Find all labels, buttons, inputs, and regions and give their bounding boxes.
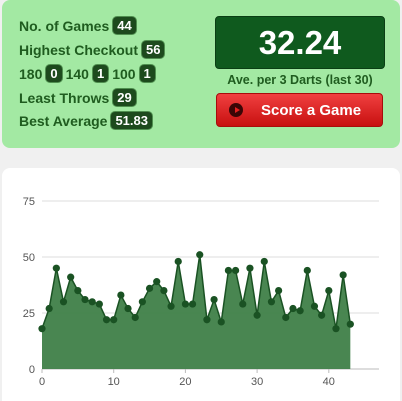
stat-games: No. of Games 44 (19, 17, 136, 34)
s180-label: 180 (19, 66, 42, 82)
average-history-chart: 0 25 50 75 0 10 20 30 40 (2, 168, 400, 401)
stat-high-scores: 180 0 140 1 100 1 (19, 65, 155, 82)
data-point (332, 325, 339, 332)
data-point (218, 318, 225, 325)
x-tick-label: 30 (251, 376, 263, 388)
data-point (153, 278, 160, 285)
least-label: Least Throws (19, 90, 109, 106)
data-point (146, 285, 153, 292)
y-tick-label: 75 (23, 196, 35, 208)
x-tick-label: 40 (323, 376, 335, 388)
least-badge: 29 (113, 89, 135, 106)
s140-label: 140 (66, 66, 89, 82)
y-tick-label: 25 (23, 308, 35, 320)
data-point (182, 300, 189, 307)
data-point (340, 271, 347, 278)
data-point (160, 287, 167, 294)
data-point (275, 287, 282, 294)
data-point (189, 300, 196, 307)
data-point (297, 307, 304, 314)
stat-least-throws: Least Throws 29 (19, 89, 136, 106)
x-tick-label: 20 (179, 376, 191, 388)
data-point (225, 267, 232, 274)
data-point (254, 312, 261, 319)
data-point (167, 303, 174, 310)
data-point (268, 298, 275, 305)
data-point (175, 258, 182, 265)
x-tick-label: 0 (39, 376, 45, 388)
data-point (53, 265, 60, 272)
data-point (304, 267, 311, 274)
data-point (74, 287, 81, 294)
data-point (103, 316, 110, 323)
best-label: Best Average (19, 113, 107, 129)
data-point (289, 305, 296, 312)
data-point (196, 251, 203, 258)
stat-best-average: Best Average 51.83 (19, 112, 152, 129)
y-tick-label: 50 (23, 252, 35, 264)
data-point (232, 267, 239, 274)
s140-badge: 1 (93, 65, 108, 82)
s100-label: 100 (112, 66, 135, 82)
data-point (96, 300, 103, 307)
s100-badge: 1 (140, 65, 155, 82)
stat-highest-checkout: Highest Checkout 56 (19, 41, 164, 58)
y-tick-label: 0 (29, 364, 35, 376)
average-display: 32.24 (215, 16, 385, 69)
checkout-label: Highest Checkout (19, 42, 138, 58)
data-point (203, 316, 210, 323)
score-game-button[interactable]: Score a Game (216, 93, 383, 127)
data-point (110, 316, 117, 323)
data-point (60, 298, 67, 305)
data-point (347, 321, 354, 328)
data-point (311, 303, 318, 310)
data-point (282, 314, 289, 321)
chart-panel: 0 25 50 75 0 10 20 30 40 (2, 168, 400, 401)
data-point (46, 305, 53, 312)
data-point (38, 325, 45, 332)
average-label: Ave. per 3 Darts (last 30) (215, 73, 385, 87)
data-point (117, 291, 124, 298)
data-point (132, 314, 139, 321)
games-badge: 44 (113, 17, 135, 34)
data-point (246, 265, 253, 272)
data-point (89, 298, 96, 305)
x-tick-label: 10 (108, 376, 120, 388)
games-label: No. of Games (19, 18, 109, 34)
data-point (81, 296, 88, 303)
s180-badge: 0 (46, 65, 61, 82)
checkout-badge: 56 (142, 41, 164, 58)
score-game-label: Score a Game (261, 102, 361, 119)
data-point (325, 287, 332, 294)
play-icon (229, 103, 243, 117)
data-point (239, 300, 246, 307)
data-point (210, 296, 217, 303)
data-point (67, 274, 74, 281)
data-point (318, 312, 325, 319)
data-point (261, 258, 268, 265)
data-point (139, 298, 146, 305)
data-point (124, 305, 131, 312)
best-badge: 51.83 (111, 112, 152, 129)
